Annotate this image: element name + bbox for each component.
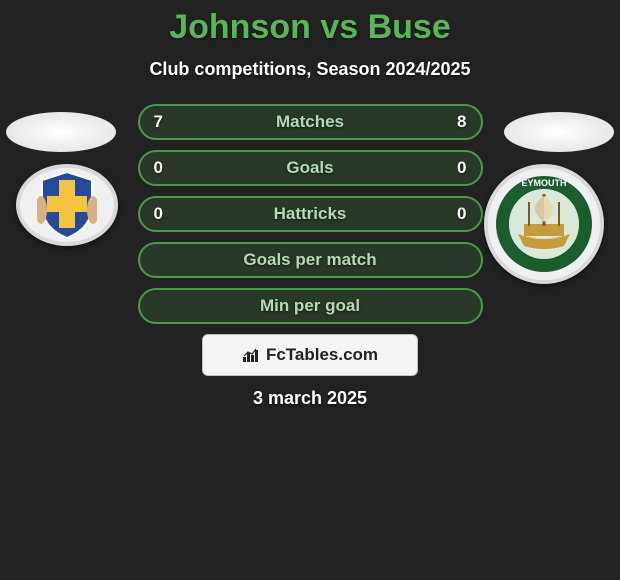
stats-list: 7 Matches 8 0 Goals 0 0 Hattricks 0 Goal… — [138, 104, 483, 324]
stat-right-value: 0 — [427, 204, 467, 224]
club-badge-right: EYMOUTH — [484, 164, 604, 284]
stat-label: Min per goal — [154, 296, 467, 316]
stat-row-hattricks: 0 Hattricks 0 — [138, 196, 483, 232]
stat-row-goals-per-match: Goals per match — [138, 242, 483, 278]
stat-label: Goals per match — [154, 250, 467, 270]
stat-label: Goals — [194, 158, 427, 178]
stat-left-value: 7 — [154, 112, 194, 132]
svg-text:EYMOUTH: EYMOUTH — [522, 178, 567, 188]
stat-row-goals: 0 Goals 0 — [138, 150, 483, 186]
ship-badge-icon: EYMOUTH — [494, 174, 594, 274]
stat-right-value: 0 — [427, 158, 467, 178]
club-badge-left — [16, 164, 118, 246]
stat-right-value: 8 — [427, 112, 467, 132]
comparison-date: 3 march 2025 — [0, 388, 620, 409]
stat-row-min-per-goal: Min per goal — [138, 288, 483, 324]
bar-chart-icon — [242, 347, 262, 363]
player-avatar-right — [504, 112, 614, 152]
stat-left-value: 0 — [154, 204, 194, 224]
brand-text: FcTables.com — [266, 345, 378, 365]
brand-box[interactable]: FcTables.com — [202, 334, 418, 376]
stat-row-matches: 7 Matches 8 — [138, 104, 483, 140]
comparison-subtitle: Club competitions, Season 2024/2025 — [0, 59, 620, 80]
player-avatar-left — [6, 112, 116, 152]
comparison-title: Johnson vs Buse — [0, 8, 620, 47]
stat-label: Matches — [194, 112, 427, 132]
stat-left-value: 0 — [154, 158, 194, 178]
main-area: EYMOUTH 7 Matches 8 0 Goals 0 0 Hattrick… — [0, 104, 620, 409]
stat-label: Hattricks — [194, 204, 427, 224]
shield-icon — [37, 170, 97, 240]
